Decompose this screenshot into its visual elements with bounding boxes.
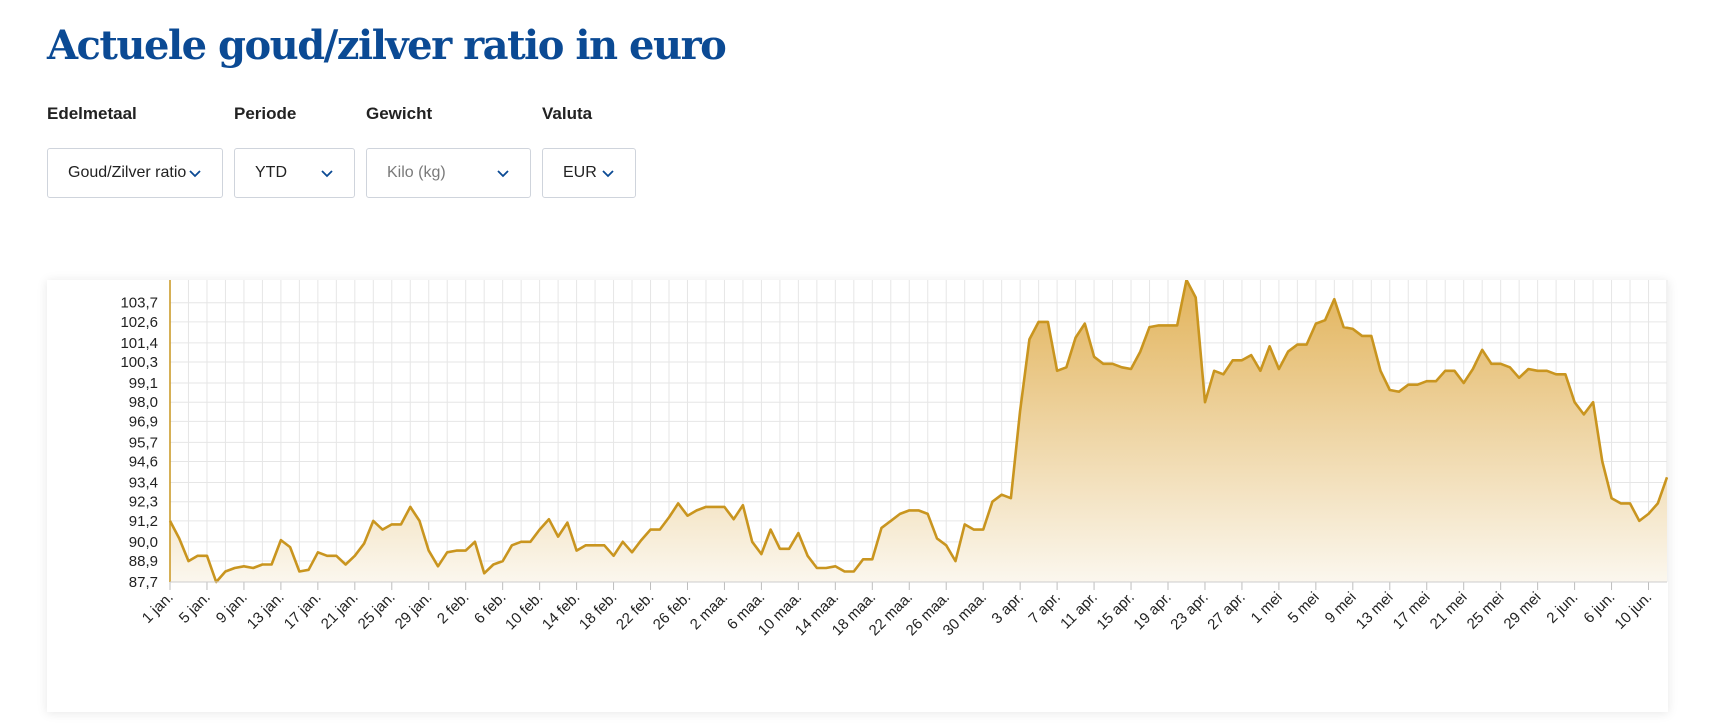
x-tick-label: 13 jan. bbox=[244, 589, 288, 633]
filter-label-gewicht: Gewicht bbox=[366, 104, 433, 123]
x-tick-label: 22 feb. bbox=[613, 589, 657, 633]
x-tick-label: 2 jun. bbox=[1543, 589, 1581, 627]
x-tick-label: 23 apr. bbox=[1167, 589, 1211, 633]
x-tick-label: 5 mei bbox=[1285, 589, 1323, 627]
x-tick-label: 21 jan. bbox=[318, 589, 362, 633]
valuta-select[interactable]: EUR bbox=[542, 148, 636, 198]
filter-bar: Edelmetaal Goud/Zilver ratio Periode YTD… bbox=[47, 104, 636, 198]
y-tick-label: 100,3 bbox=[120, 354, 158, 371]
filter-label-periode: Periode bbox=[234, 104, 297, 123]
y-tick-label: 94,6 bbox=[129, 454, 158, 471]
filter-periode: Periode YTD bbox=[234, 104, 355, 198]
chart-card: 87,7 88,9 90,0 91,2 92,3 93,4 94,6 95,7 96,9 98,0… bbox=[47, 280, 1668, 712]
gewicht-select-value: Kilo (kg) bbox=[387, 164, 446, 181]
chevron-down-icon bbox=[602, 170, 614, 178]
x-tick-label: 18 feb. bbox=[576, 589, 620, 633]
x-tick-label: 10 jun. bbox=[1611, 589, 1655, 633]
y-tick-label: 91,2 bbox=[129, 513, 158, 530]
series-area bbox=[170, 280, 1667, 582]
page-title: Actuele goud/zilver ratio in euro bbox=[47, 22, 727, 69]
x-tick-label: 25 jan. bbox=[355, 589, 399, 633]
x-tick-label: 10 feb. bbox=[502, 589, 546, 633]
x-tick-label: 3 apr. bbox=[988, 589, 1027, 628]
x-tick-label: 25 mei bbox=[1464, 589, 1508, 633]
x-tick-label: 27 apr. bbox=[1204, 589, 1248, 633]
y-tick-label: 90,0 bbox=[129, 534, 158, 551]
x-tick-label: 2 feb. bbox=[434, 589, 473, 628]
x-tick-label: 2 maa. bbox=[687, 589, 731, 633]
y-tick-label: 95,7 bbox=[129, 434, 158, 451]
edelmetaal-select-value: Goud/Zilver ratio bbox=[68, 164, 187, 181]
y-tick-label: 87,7 bbox=[129, 574, 158, 591]
filter-edelmetaal: Edelmetaal Goud/Zilver ratio bbox=[47, 104, 223, 198]
x-tick-label: 5 jan. bbox=[176, 589, 214, 627]
x-tick-label: 29 jan. bbox=[392, 589, 436, 633]
x-tick-label: 29 mei bbox=[1501, 589, 1545, 633]
y-tick-label: 102,6 bbox=[120, 314, 158, 331]
x-tick-label: 14 feb. bbox=[539, 589, 583, 633]
filter-label-valuta: Valuta bbox=[542, 104, 593, 123]
x-tick-label: 11 apr. bbox=[1057, 589, 1101, 633]
filter-label-edelmetaal: Edelmetaal bbox=[47, 104, 137, 123]
y-tick-label: 92,3 bbox=[129, 494, 158, 511]
filter-valuta: Valuta EUR bbox=[542, 104, 636, 198]
filter-gewicht: Gewicht Kilo (kg) bbox=[366, 104, 531, 198]
chevron-down-icon bbox=[189, 170, 201, 178]
x-tick-label: 17 jan. bbox=[281, 589, 325, 633]
ratio-chart: 87,7 88,9 90,0 91,2 92,3 93,4 94,6 95,7 96,9 98,0… bbox=[120, 280, 1668, 639]
x-tick-label: 21 mei bbox=[1427, 589, 1471, 633]
periode-select[interactable]: YTD bbox=[234, 148, 355, 198]
y-tick-label: 103,7 bbox=[120, 295, 158, 312]
chevron-down-icon bbox=[497, 170, 509, 178]
y-tick-label: 99,1 bbox=[129, 375, 158, 392]
x-tick-label: 1 mei bbox=[1248, 589, 1286, 627]
y-tick-label: 96,9 bbox=[129, 413, 158, 430]
gewicht-select[interactable]: Kilo (kg) bbox=[366, 148, 531, 198]
edelmetaal-select[interactable]: Goud/Zilver ratio bbox=[47, 148, 223, 198]
periode-select-value: YTD bbox=[255, 164, 287, 181]
y-tick-label: 93,4 bbox=[129, 474, 158, 491]
x-tick-label: 1 jan. bbox=[139, 589, 177, 627]
series-line bbox=[168, 280, 1668, 584]
y-tick-label: 101,4 bbox=[120, 335, 158, 352]
y-tick-label: 98,0 bbox=[129, 394, 158, 411]
chevron-down-icon bbox=[321, 170, 333, 178]
x-tick-label: 17 mei bbox=[1390, 589, 1434, 633]
x-tick-label: 13 mei bbox=[1353, 589, 1397, 633]
x-tick-label: 15 apr. bbox=[1093, 589, 1137, 633]
x-tick-label: 26 feb. bbox=[650, 589, 694, 633]
valuta-select-value: EUR bbox=[563, 164, 597, 181]
y-tick-label: 88,9 bbox=[129, 553, 158, 570]
x-tick-label: 19 apr. bbox=[1130, 589, 1174, 633]
